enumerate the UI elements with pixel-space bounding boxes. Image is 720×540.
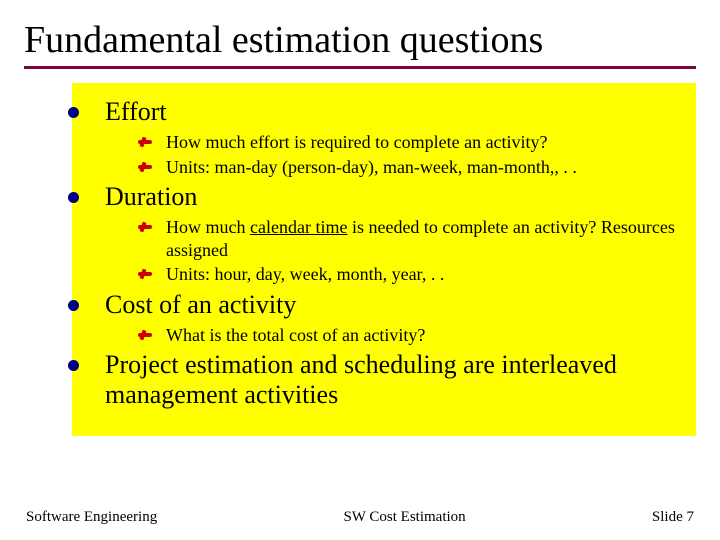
bullet-icon (68, 300, 79, 311)
heading-text: Effort (105, 97, 167, 127)
dash-icon (138, 330, 152, 340)
sub-item: Units: hour, day, week, month, year, . . (138, 263, 686, 286)
dash-icon (138, 222, 152, 232)
section-heading: Project estimation and scheduling are in… (82, 350, 686, 410)
slide: Fundamental estimation questions Effort … (0, 0, 720, 540)
sub-text: What is the total cost of an activity? (166, 324, 425, 347)
heading-text: Cost of an activity (105, 290, 296, 320)
bullet-icon (68, 360, 79, 371)
sub-text: How much calendar time is needed to comp… (166, 216, 686, 261)
dash-icon (138, 162, 152, 172)
section-heading: Cost of an activity (82, 290, 686, 320)
content-box: Effort How much effort is required to co… (72, 83, 696, 436)
section-heading: Effort (82, 97, 686, 127)
bullet-icon (68, 192, 79, 203)
sub-item: How much effort is required to complete … (138, 131, 686, 154)
footer-right: Slide 7 (652, 509, 694, 526)
sub-item: Units: man-day (person-day), man-week, m… (138, 156, 686, 179)
sub-text: How much effort is required to complete … (166, 131, 548, 154)
dash-icon (138, 269, 152, 279)
footer-left: Software Engineering (26, 509, 157, 526)
sub-item: What is the total cost of an activity? (138, 324, 686, 347)
slide-title: Fundamental estimation questions (24, 18, 696, 69)
section-heading: Duration (82, 182, 686, 212)
sub-text: Units: hour, day, week, month, year, . . (166, 263, 444, 286)
sub-item: How much calendar time is needed to comp… (138, 216, 686, 261)
bullet-icon (68, 107, 79, 118)
dash-icon (138, 137, 152, 147)
sub-text: Units: man-day (person-day), man-week, m… (166, 156, 577, 179)
footer-center: SW Cost Estimation (343, 509, 465, 526)
heading-text: Duration (105, 182, 197, 212)
heading-text: Project estimation and scheduling are in… (105, 350, 686, 410)
footer: Software Engineering SW Cost Estimation … (0, 509, 720, 526)
